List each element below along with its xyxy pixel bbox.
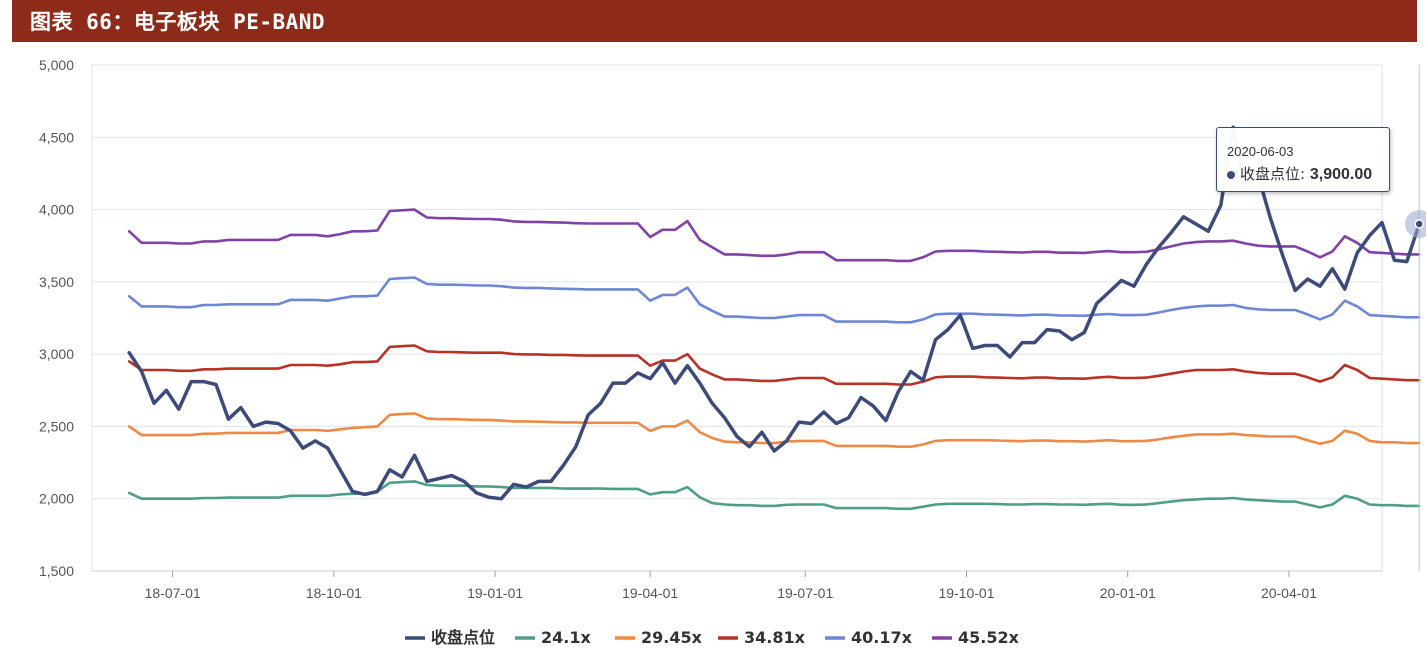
series-line-b4 xyxy=(127,276,1421,324)
x-tick-label: 18-10-01 xyxy=(306,585,362,601)
series-line-close xyxy=(127,125,1421,501)
y-tick-label: 4,500 xyxy=(39,129,74,145)
grid-lines xyxy=(91,64,1383,572)
y-tick-label: 2,500 xyxy=(39,418,74,434)
series-line-b5 xyxy=(127,208,1421,263)
legend-label: 24.1x xyxy=(541,628,591,647)
legend-label: 40.17x xyxy=(851,628,913,647)
x-tick-label: 19-01-01 xyxy=(467,585,523,601)
legend-label: 45.52x xyxy=(958,628,1020,647)
tooltip-date: 2020-06-03 xyxy=(1227,144,1294,159)
x-tick-label: 18-07-01 xyxy=(145,585,201,601)
tooltip-label: 收盘点位: xyxy=(1240,165,1306,183)
x-tick-label: 19-04-01 xyxy=(622,585,678,601)
legend-item-b1[interactable]: 24.1x xyxy=(515,628,591,647)
x-tick-label: 20-01-01 xyxy=(1100,585,1156,601)
y-axis: 1,500 2,000 2,500 3,000 3,500 4,000 4,500 5,000 xyxy=(39,57,74,579)
legend-item-close[interactable]: 收盘点位 xyxy=(405,628,495,647)
legend-item-b3[interactable]: 34.81x xyxy=(718,628,806,647)
tooltip-row: 收盘点位: 3,900.00 xyxy=(1227,163,1379,184)
legend-item-b4[interactable]: 40.17x xyxy=(825,628,913,647)
series-lines xyxy=(127,125,1421,511)
tooltip: 2020-06-03 收盘点位: 3,900.00 xyxy=(1216,127,1390,192)
hover-marker xyxy=(1405,65,1426,571)
legend-item-b5[interactable]: 45.52x xyxy=(932,628,1020,647)
tooltip-value: 3,900.00 xyxy=(1309,166,1373,183)
x-tick-label: 20-04-01 xyxy=(1261,585,1317,601)
legend-label: 29.45x xyxy=(641,628,703,647)
legend-item-b2[interactable]: 29.45x xyxy=(615,628,703,647)
series-line-b3 xyxy=(127,344,1421,386)
y-tick-label: 5,000 xyxy=(39,57,74,73)
series-line-b2 xyxy=(127,412,1421,449)
y-tick-label: 3,000 xyxy=(39,346,74,362)
legend-label: 收盘点位 xyxy=(431,628,495,647)
series-line-b1 xyxy=(127,480,1421,511)
legend-label: 34.81x xyxy=(744,628,806,647)
y-tick-label: 3,500 xyxy=(39,274,74,290)
hover-point xyxy=(1414,219,1424,229)
x-tick-label: 19-10-01 xyxy=(938,585,994,601)
chart-title-bar: 图表 66：电子板块 PE-BAND xyxy=(12,0,1417,42)
chart-title: 图表 66：电子板块 PE-BAND xyxy=(30,10,326,34)
x-tick-label: 19-07-01 xyxy=(777,585,833,601)
y-tick-label: 1,500 xyxy=(39,563,74,579)
x-axis: 18-07-01 18-10-01 19-01-01 19-04-01 19-07-01… xyxy=(92,570,1382,601)
tooltip-dot-icon xyxy=(1227,170,1235,179)
legend[interactable]: 收盘点位 24.1x 29.45x 34.81x 40.17x 45.52x xyxy=(405,628,1020,647)
y-tick-label: 4,000 xyxy=(39,202,74,218)
y-tick-label: 2,000 xyxy=(39,491,74,507)
